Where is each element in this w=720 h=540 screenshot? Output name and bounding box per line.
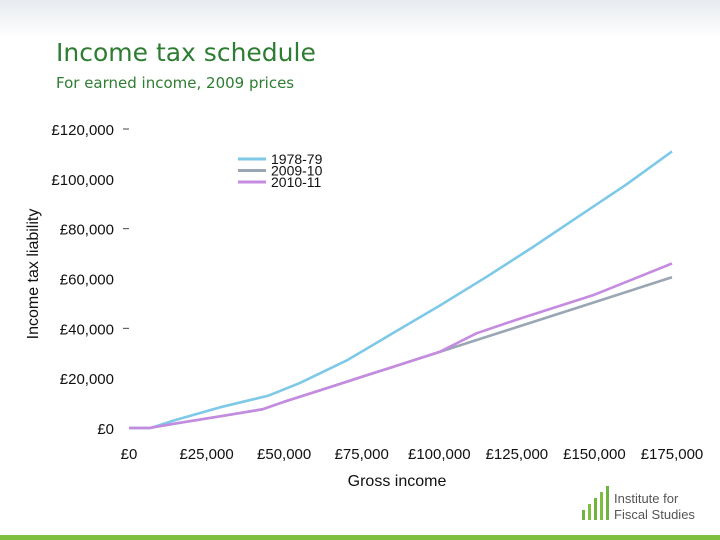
x-axis-label: Gross income	[348, 473, 447, 490]
y-tick-label: £120,000	[51, 122, 114, 139]
y-tick-label: £0	[97, 421, 114, 438]
y-tick-label: £60,000	[60, 272, 114, 289]
legend-label: 2009-10	[271, 163, 323, 179]
x-tick-label: £25,000	[179, 446, 233, 463]
slide-subtitle: For earned income, 2009 prices	[56, 74, 295, 92]
x-tick-label: £125,000	[486, 446, 549, 463]
header-band	[0, 0, 720, 38]
legend-label: 2010-11	[271, 174, 322, 190]
x-tick-label: £50,000	[257, 446, 311, 463]
x-tick-label: £0	[121, 446, 138, 463]
footer-band	[0, 535, 720, 540]
x-tick-label: £100,000	[408, 446, 471, 463]
y-tick-label: £80,000	[60, 222, 114, 239]
y-tick-label: £40,000	[60, 321, 114, 338]
slide-title: Income tax schedule	[56, 38, 316, 67]
y-tick-label: £20,000	[60, 371, 114, 388]
legend-label: 1978-79	[271, 151, 323, 167]
series-line-2009-10	[129, 276, 673, 430]
series-line-1978-79	[129, 150, 673, 430]
x-tick-label: £175,000	[641, 446, 704, 463]
y-axis-label: Income tax liability	[25, 209, 42, 340]
x-tick-label: £150,000	[563, 446, 626, 463]
x-tick-label: £75,000	[335, 446, 389, 463]
y-tick-label: £100,000	[51, 172, 114, 189]
series-line-2010-11	[129, 262, 673, 430]
